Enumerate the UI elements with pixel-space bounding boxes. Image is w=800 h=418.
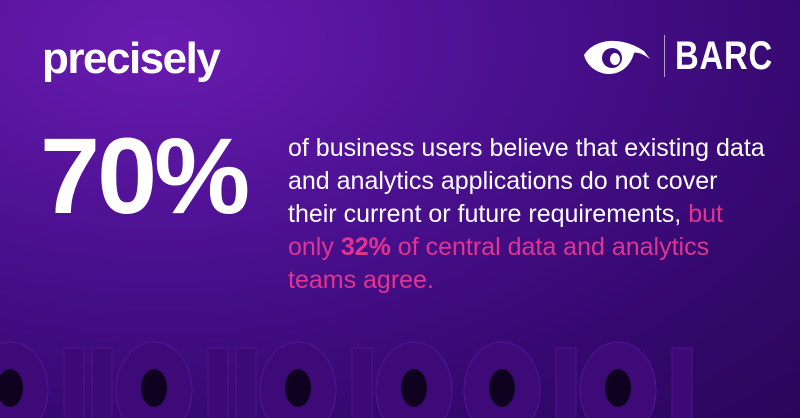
stat-value: 70% xyxy=(40,115,250,236)
highlight-suffix: of central data and analytics teams agre… xyxy=(288,233,710,294)
barc-logo: BARC xyxy=(582,28,795,84)
binary-zero-hole xyxy=(285,369,311,407)
barc-wordmark: BARC xyxy=(675,33,774,78)
binary-zero-hole xyxy=(489,369,515,407)
binary-one xyxy=(671,347,693,418)
binary-zero-hole xyxy=(401,369,427,407)
binary-zero-hole xyxy=(0,369,23,407)
binary-one xyxy=(91,347,113,418)
binary-one xyxy=(207,347,229,418)
binary-one xyxy=(63,347,85,418)
stat-line: of business users believe that existing … xyxy=(288,134,765,228)
eye-icon xyxy=(584,40,650,75)
binary-zero-hole xyxy=(605,369,631,407)
highlight-prefix: but only xyxy=(288,200,723,261)
logo-divider xyxy=(664,35,665,77)
binary-one xyxy=(235,347,257,418)
stat-description: of business users believe that existing … xyxy=(288,132,768,297)
binary-decoration xyxy=(0,341,693,418)
stat-highlight: but only 32% of central data and analyti… xyxy=(288,200,723,294)
precisely-logo: precisely xyxy=(42,34,221,83)
highlight-value: 32% xyxy=(340,233,391,261)
binary-zero-hole xyxy=(141,369,167,407)
binary-one xyxy=(555,347,577,418)
binary-one xyxy=(351,347,373,418)
